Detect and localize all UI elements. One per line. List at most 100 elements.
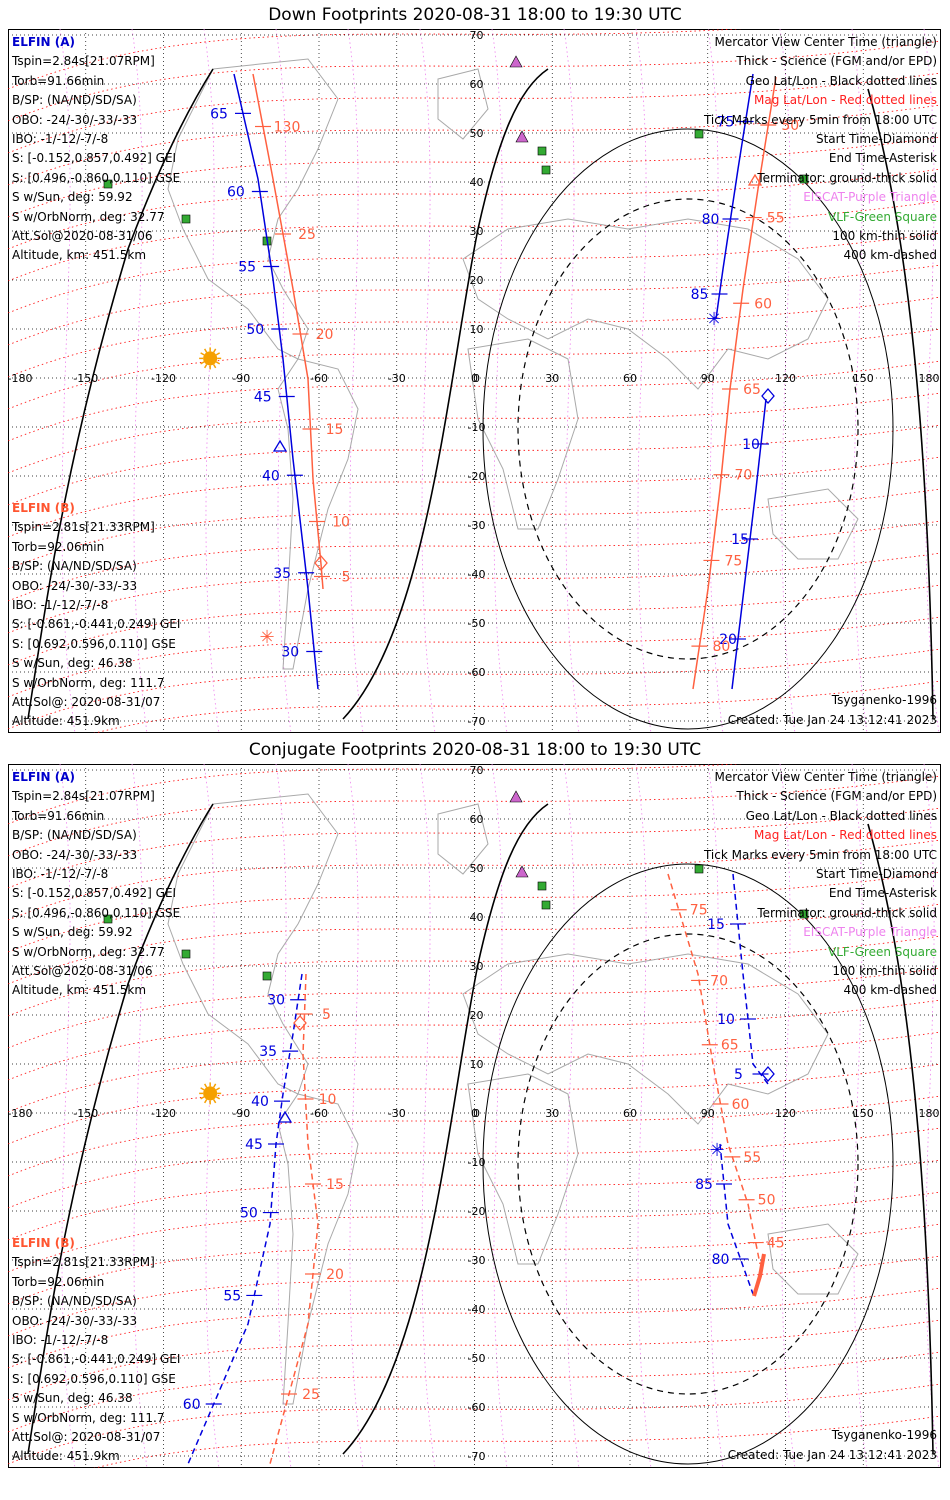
latitude-tick-label: -40	[468, 568, 486, 581]
longitude-tick-label: 150	[853, 1107, 874, 1120]
legend-item: Mercator View Center Time (triangle)	[714, 35, 937, 49]
sun-ray	[204, 348, 208, 353]
elfin-a-track	[233, 73, 319, 690]
elfin-a-track-3-tick-label: 10	[742, 437, 760, 453]
legend-item: Tick Marks every 5min from 18:00 UTC	[703, 847, 937, 862]
latitude-tick-label: -10	[468, 421, 486, 434]
mag-latitude-line	[8, 168, 941, 250]
latitude-tick-label: 20	[470, 1009, 484, 1022]
longitude-tick-label: -30	[388, 372, 406, 385]
elfin-a-line: S w/Sun, deg: 59.92	[12, 190, 133, 205]
footprint-100km-boundary	[482, 128, 894, 730]
longitude-tick-label: 60	[623, 372, 637, 385]
elfin-a-line: Att.Sol@2020-08-31/06	[12, 228, 153, 243]
elfin-b-track-2-tick-label: 45	[767, 1236, 785, 1252]
mag-latitude-line	[8, 296, 941, 378]
elfin-b-track-2-tick-label: 70	[710, 973, 728, 989]
mag-latitude-line	[93, 1415, 941, 1468]
latitude-tick-label: 10	[470, 323, 484, 336]
sun-ray	[200, 1096, 205, 1100]
mag-longitude-line	[347, 29, 364, 733]
mag-latitude-line	[8, 72, 941, 154]
landmass-outline	[767, 1223, 859, 1295]
longitude-tick-label: -180	[8, 1107, 32, 1120]
elfin-b-track-2-tick-label: 70	[735, 468, 753, 484]
latitude-tick-label: 0	[473, 1107, 480, 1120]
latitude-tick-label: 0	[473, 372, 480, 385]
elfin-b-line: Torb=92.06min	[12, 539, 105, 554]
landmass-outline	[467, 338, 579, 530]
mag-latitude-line	[8, 1287, 941, 1369]
legend-item: 400 km-dashed	[843, 248, 937, 263]
sun-ray	[213, 364, 217, 369]
elfin-b-track-tick-label: 20	[326, 1267, 344, 1283]
eiscat-station-marker	[509, 790, 523, 803]
elfin-b-line: Att.Sol@: 2020-08-31/07	[12, 694, 161, 709]
legend: Mercator View Center Time (triangle) Thi…	[704, 768, 937, 1001]
elfin-a-track-tick-label: 55	[238, 260, 256, 276]
longitude-tick-label: -120	[151, 372, 176, 385]
map-panel-conjugate: -180 -150 -120 -90 -60 -30 0 30 60 90 120 150 180 70 6…	[8, 764, 941, 1468]
vlf-station-marker	[694, 864, 704, 874]
sun-ray	[200, 361, 205, 365]
longitude-tick-label: -90	[232, 1107, 250, 1120]
mag-latitude-line	[8, 1255, 941, 1337]
mag-latitude-line	[8, 328, 941, 410]
mag-latitude-line	[8, 1095, 941, 1177]
elfin-b-track-tick-label: 20	[316, 327, 334, 343]
elfin-a-line: Att.Sol@2020-08-31/06	[12, 963, 153, 978]
latitude-tick-label: 50	[470, 127, 484, 140]
vlf-station-marker	[537, 146, 547, 156]
longitude-tick-label: -120	[151, 1107, 176, 1120]
elfin-a-track-tick-label: 60	[227, 185, 245, 201]
created-label: Created: Tue Jan 24 13:12:41 2023	[727, 713, 937, 727]
legend-item: Thick - Science (FGM and/or EPD)	[736, 54, 937, 69]
elfin-b-header: ELFIN (B)	[12, 1236, 75, 1250]
elfin-a-info: ELFIN (A) Tspin=2.84s[21.07RPM] Torb=91.…	[12, 768, 180, 1001]
mag-latitude-line	[8, 200, 941, 282]
legend-item: EISCAT-Purple Triangle	[803, 190, 937, 205]
elfin-a-track-tick-label: 45	[254, 390, 272, 406]
legend-item: Terminator: ground-thick solid	[757, 905, 937, 920]
elfin-a-line: B/SP: (NA/ND/SD/SA)	[12, 93, 137, 108]
mag-latitude-line	[8, 775, 941, 857]
legend-item: Thick - Science (FGM and/or EPD)	[736, 789, 937, 804]
elfin-a-header: ELFIN (A)	[12, 35, 75, 49]
latitude-tick-label: 70	[470, 29, 484, 42]
sun-ray	[215, 352, 221, 356]
elfin-b-line: Tspin=2.81s[21.33RPM]	[12, 520, 155, 535]
footprint-400km-boundary	[517, 198, 859, 660]
longitude-tick-label: 0	[471, 372, 478, 385]
elfin-b-line: S w/OrbNorm, deg: 111.7	[12, 1410, 165, 1425]
view-center-triangle	[272, 439, 288, 452]
elfin-b-track-2-tick-label: 75	[725, 553, 743, 569]
legend-item: 400 km-dashed	[843, 983, 937, 998]
elfin-b-line: S w/Sun, deg: 46.38	[12, 1391, 133, 1406]
mag-latitude-line	[8, 456, 941, 538]
elfin-b-line: Torb=92.06min	[12, 1274, 105, 1289]
elfin-a-info: ELFIN (A) Tspin=2.84s[21.07RPM] Torb=91.…	[12, 33, 180, 266]
elfin-b-track-2-tick-label: 50	[758, 1193, 776, 1209]
latitude-tick-label: 60	[470, 813, 484, 826]
legend-item: Geo Lat/Lon - Black dotted lines	[745, 73, 937, 88]
landmass-outline	[167, 58, 339, 360]
map-panel-down: -180 -150 -120 -90 -60 -30 0 30 60 90 120 150 180 70 6…	[8, 29, 941, 733]
longitude-tick-label: -150	[73, 1107, 98, 1120]
elfin-a-track-2-tick-label: 85	[691, 287, 709, 303]
longitude-tick-label: 90	[701, 1107, 715, 1120]
elfin-b-track-tick-label: 5	[322, 1007, 331, 1023]
elfin-b-line: S w/OrbNorm, deg: 111.7	[12, 675, 165, 690]
mag-latitude-line	[8, 1159, 941, 1241]
latitude-tick-label: -70	[468, 715, 486, 728]
elfin-b-line: B/SP: (NA/ND/SD/SA)	[12, 1294, 137, 1309]
longitude-tick-label: 150	[853, 372, 874, 385]
legend-item: Mag Lat/Lon - Red dotted lines	[753, 93, 937, 108]
latitude-tick-label: -10	[468, 1156, 486, 1169]
mag-latitude-line	[8, 520, 941, 602]
elfin-a-line: OBO: -24/-30/-33/-33	[12, 847, 138, 862]
elfin-b-line: S: [-0.861,-0.441,0.249] GEI	[12, 617, 181, 632]
legend: Mercator View Center Time (triangle) Thi…	[704, 33, 937, 266]
latitude-tick-label: 50	[470, 862, 484, 875]
elfin-b-track	[252, 73, 324, 590]
start-diamond	[314, 555, 328, 571]
